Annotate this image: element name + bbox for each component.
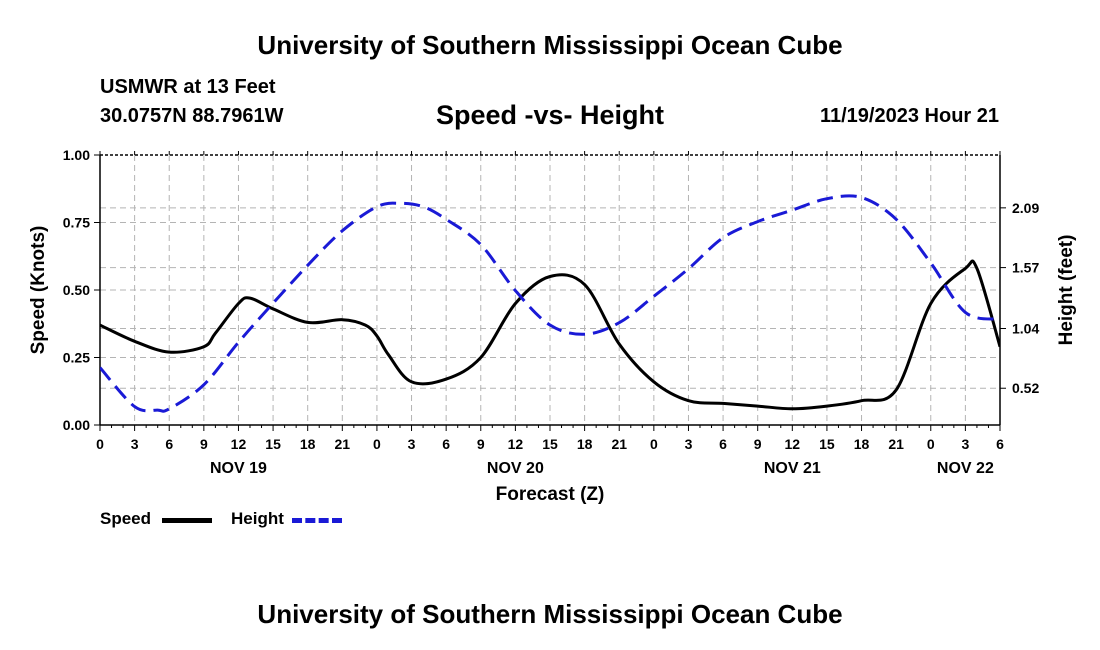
y-right-tick-label: 1.57 (1012, 260, 1039, 276)
day-label: NOV 21 (764, 460, 821, 477)
day-label: NOV 19 (210, 460, 267, 477)
y-left-tick-label: 0.25 (63, 350, 90, 366)
x-tick-label: 0 (96, 436, 104, 452)
x-tick-label: 6 (719, 436, 727, 452)
legend-speed-label: Speed (100, 509, 152, 528)
x-tick-label: 9 (200, 436, 208, 452)
x-tick-label: 12 (231, 436, 247, 452)
y-right-tick-label: 0.52 (1012, 380, 1039, 396)
footer-title: University of Southern Mississippi Ocean… (257, 599, 843, 629)
x-tick-label: 3 (685, 436, 693, 452)
x-tick-label: 0 (927, 436, 935, 452)
x-tick-label: 3 (408, 436, 416, 452)
x-tick-label: 0 (373, 436, 381, 452)
x-tick-label: 15 (819, 436, 835, 452)
station-name: USMWR at 13 Feet (100, 76, 276, 98)
x-tick-label: 21 (888, 436, 904, 452)
x-tick-label: 3 (131, 436, 139, 452)
y-left-axis-label: Speed (Knots) (28, 226, 49, 355)
x-tick-label: 6 (996, 436, 1004, 452)
x-tick-label: 9 (754, 436, 762, 452)
x-tick-label: 9 (477, 436, 485, 452)
x-tick-label: 6 (165, 436, 173, 452)
y-left-tick-label: 0.75 (63, 215, 90, 231)
legend-height-label: Height (231, 509, 284, 528)
y-right-tick-label: 1.04 (1012, 320, 1039, 336)
x-tick-label: 15 (265, 436, 281, 452)
y-left-tick-label: 1.00 (63, 147, 90, 163)
day-label: NOV 20 (487, 460, 544, 477)
x-tick-label: 18 (577, 436, 593, 452)
legend-height-swatch (292, 518, 342, 523)
y-left-tick-label: 0.50 (63, 282, 90, 298)
page-title: University of Southern Mississippi Ocean… (257, 30, 843, 60)
x-tick-label: 21 (611, 436, 627, 452)
chart-title: Speed -vs- Height (435, 100, 665, 130)
station-coordinates: 30.0757N 88.7961W (100, 105, 284, 127)
legend-speed-swatch (162, 518, 212, 523)
x-axis-label: Forecast (Z) (496, 484, 605, 505)
x-tick-label: 12 (785, 436, 801, 452)
x-tick-label: 15 (542, 436, 558, 452)
x-tick-label: 3 (961, 436, 969, 452)
height-series-line (100, 194, 1000, 413)
speed-series-line (100, 259, 1000, 411)
x-tick-label: 21 (335, 436, 351, 452)
day-label: NOV 22 (937, 460, 994, 477)
forecast-datetime: 11/19/2023 Hour 21 (819, 105, 999, 127)
y-left-tick-label: 0.00 (63, 417, 90, 433)
x-tick-label: 12 (508, 436, 524, 452)
x-tick-label: 0 (650, 436, 658, 452)
x-tick-label: 18 (300, 436, 316, 452)
x-tick-label: 6 (442, 436, 450, 452)
y-right-axis-label: Height (feet) (1056, 235, 1077, 346)
x-tick-label: 18 (854, 436, 870, 452)
y-right-tick-label: 2.09 (1012, 200, 1039, 216)
